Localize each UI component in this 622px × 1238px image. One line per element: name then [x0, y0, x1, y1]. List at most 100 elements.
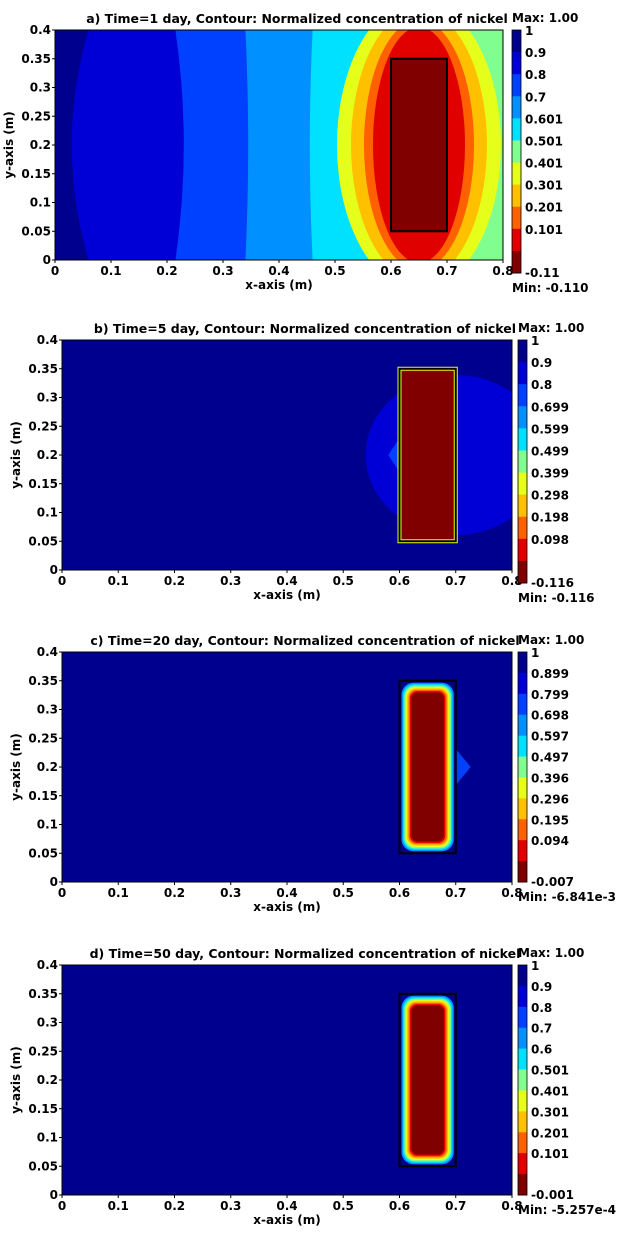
- colorbar-label: 0.497: [531, 751, 569, 765]
- y-tick-label: 0.2: [37, 448, 58, 462]
- x-tick-label: 0.4: [276, 574, 297, 588]
- y-tick-label: 0.35: [28, 674, 58, 688]
- colorbar-label: 0.098: [531, 533, 569, 547]
- colorbar-segment: [512, 118, 521, 141]
- contour-ring: [411, 1005, 444, 1155]
- colorbar-segment: [512, 140, 521, 164]
- colorbar-label: 0.699: [531, 400, 569, 414]
- colorbar-label: -0.11: [525, 266, 560, 280]
- colorbar-label: 0.298: [531, 489, 569, 503]
- x-tick-label: 0.1: [108, 1199, 129, 1213]
- colorbar-label: 0.7: [525, 90, 546, 104]
- y-tick-label: 0.4: [37, 958, 58, 972]
- x-tick-label: 0.1: [108, 574, 129, 588]
- colorbar-segment: [518, 1090, 527, 1112]
- contour-ring: [411, 692, 444, 842]
- colorbar-label: 0.101: [531, 1147, 569, 1161]
- colorbar-segment: [518, 1006, 527, 1029]
- x-tick-label: 0.5: [333, 1199, 354, 1213]
- colorbar-segment: [518, 340, 527, 363]
- panel-d: d) Time=50 day, Contour: Normalized conc…: [9, 946, 616, 1227]
- colorbar-label: 1: [531, 646, 539, 660]
- colorbar-label: 0.8: [525, 68, 546, 82]
- colorbar-segment: [512, 228, 521, 252]
- y-tick-label: 0.4: [37, 645, 58, 659]
- max-label: Max: 1.00: [518, 946, 584, 960]
- panel-c: c) Time=20 day, Contour: Normalized conc…: [9, 633, 616, 914]
- colorbar-segment: [518, 560, 527, 584]
- colorbar-segment: [512, 52, 521, 75]
- colorbar-label: 1: [531, 334, 539, 348]
- x-axis-label: x-axis (m): [253, 900, 320, 914]
- y-tick-label: 0.3: [37, 1016, 58, 1030]
- colorbar-label: 0.9: [531, 356, 552, 370]
- x-tick-label: 0.4: [276, 1199, 297, 1213]
- colorbar-segment: [518, 1111, 527, 1133]
- x-tick-label: 0.4: [276, 886, 297, 900]
- x-axis-label: x-axis (m): [245, 278, 312, 292]
- panel-a: a) Time=1 day, Contour: Normalized conce…: [2, 11, 589, 295]
- x-tick-label: 0.2: [164, 574, 185, 588]
- x-tick-label: 0: [58, 886, 66, 900]
- colorbar-frame: [517, 339, 528, 584]
- colorbar-label: 0.301: [531, 1105, 569, 1119]
- colorbar-segment: [512, 162, 521, 186]
- colorbar-segment: [512, 184, 521, 208]
- colorbar-label: 0.198: [531, 511, 569, 525]
- colorbar-label: 0.8: [531, 378, 552, 392]
- colorbar-label: 1: [531, 959, 539, 973]
- colorbar-segment: [518, 861, 527, 883]
- colorbar-label: -0.116: [531, 576, 574, 590]
- colorbar-label: 0.296: [531, 792, 569, 806]
- y-tick-label: 0.35: [28, 987, 58, 1001]
- colorbar-segment: [518, 406, 527, 429]
- chart-title: d) Time=50 day, Contour: Normalized conc…: [90, 946, 521, 961]
- colorbar-label: 0.9: [525, 46, 546, 60]
- colorbar-segment: [512, 206, 521, 230]
- colorbar-segment: [518, 798, 527, 820]
- y-tick-label: 0.05: [28, 1159, 58, 1173]
- x-tick-label: 0.7: [445, 1199, 466, 1213]
- y-tick-label: 0: [50, 563, 58, 577]
- colorbar-label: 0.094: [531, 834, 569, 848]
- chart-title: a) Time=1 day, Contour: Normalized conce…: [86, 11, 508, 26]
- y-tick-label: 0.4: [30, 23, 51, 37]
- y-tick-label: 0.35: [21, 52, 51, 66]
- colorbar-segment: [518, 1048, 527, 1071]
- colorbar-segment: [518, 450, 527, 474]
- min-label: Min: -5.257e-4: [518, 1203, 616, 1217]
- max-label: Max: 1.00: [512, 11, 578, 25]
- source-box-outline: [398, 992, 457, 1168]
- x-tick-label: 0: [51, 264, 59, 278]
- x-tick-label: 0.6: [389, 1199, 410, 1213]
- min-label: Min: -0.110: [512, 281, 589, 295]
- x-tick-label: 0.7: [445, 574, 466, 588]
- colorbar-label: 0.401: [531, 1084, 569, 1098]
- colorbar-label: -0.007: [531, 875, 574, 889]
- x-tick-label: 0.8: [492, 264, 513, 278]
- colorbar-label: 0.7: [531, 1022, 552, 1036]
- y-tick-label: 0.2: [30, 138, 51, 152]
- x-tick-label: 0.6: [380, 264, 401, 278]
- colorbar-segment: [518, 652, 527, 674]
- y-tick-label: 0.2: [37, 1073, 58, 1087]
- colorbar-segment: [518, 965, 527, 987]
- x-tick-label: 0.5: [324, 264, 345, 278]
- colorbar-segment: [518, 777, 527, 799]
- contour-field: [55, 30, 503, 260]
- x-tick-label: 0.8: [501, 886, 522, 900]
- colorbar-label: 0.501: [525, 134, 563, 148]
- colorbar-segment: [518, 1027, 527, 1050]
- colorbar-segment: [512, 250, 521, 274]
- x-tick-label: 0.6: [389, 886, 410, 900]
- y-tick-label: 0.15: [28, 1102, 58, 1116]
- x-tick-label: 0.1: [100, 264, 121, 278]
- y-tick-label: 0.2: [37, 760, 58, 774]
- x-tick-label: 0.2: [164, 886, 185, 900]
- y-axis-label: y-axis (m): [9, 1046, 23, 1114]
- colorbar-segment: [518, 362, 527, 385]
- y-tick-label: 0.05: [28, 534, 58, 548]
- y-tick-label: 0.3: [30, 81, 51, 95]
- colorbar-segment: [518, 1132, 527, 1154]
